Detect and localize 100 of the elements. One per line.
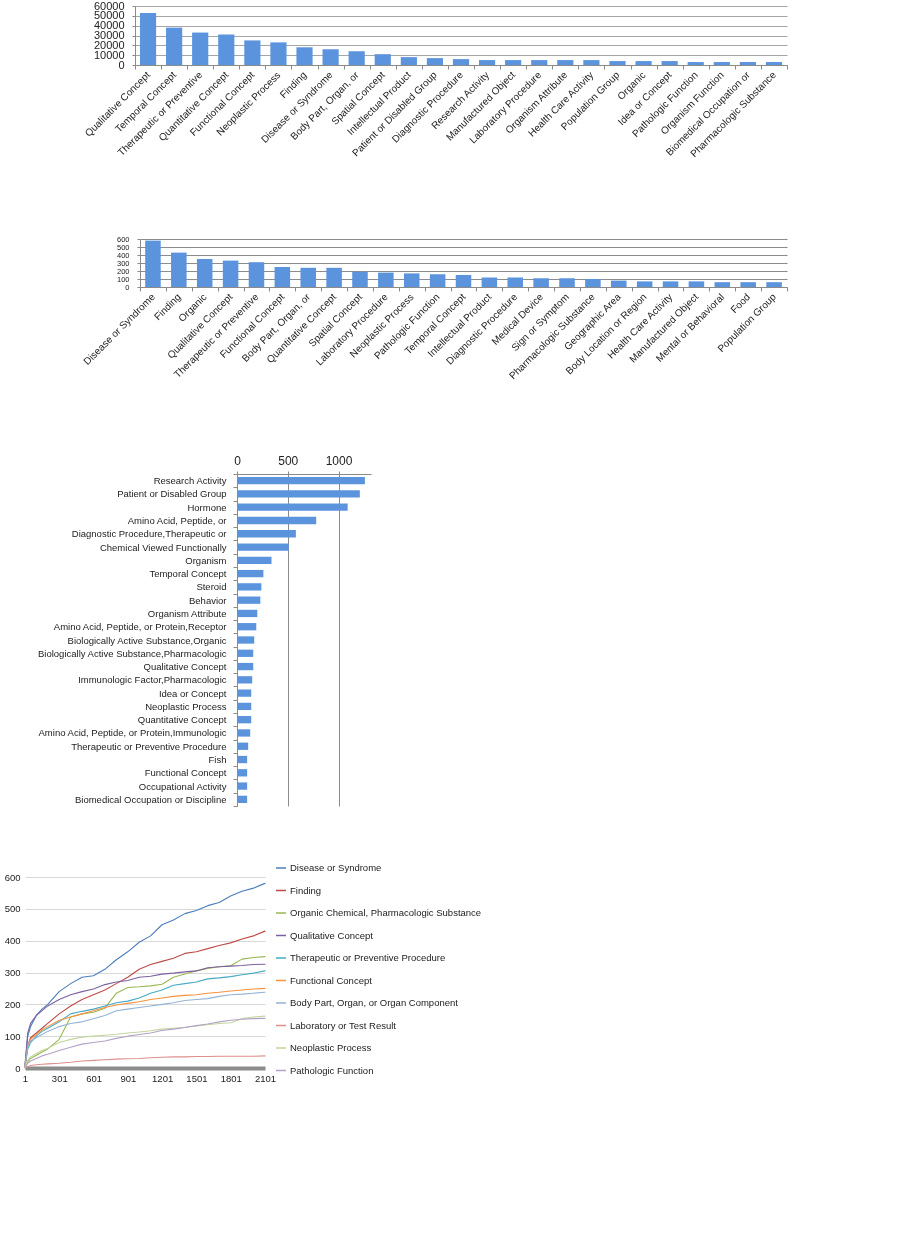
legend-label: Therapeutic or Preventive Procedure xyxy=(290,952,446,963)
bar xyxy=(237,503,348,511)
bar xyxy=(505,60,522,65)
bar xyxy=(426,58,443,65)
y-tick-label: 30000 xyxy=(93,29,125,41)
bar xyxy=(635,61,652,65)
bar xyxy=(237,543,289,551)
bar xyxy=(237,530,296,538)
bar xyxy=(237,742,249,750)
y-tick-label: Functional Concept xyxy=(144,767,227,779)
y-tick-label: Organism xyxy=(185,554,227,566)
bar xyxy=(300,267,316,287)
bar xyxy=(766,282,782,287)
bar xyxy=(237,490,360,498)
bar xyxy=(166,27,183,65)
bar xyxy=(662,281,679,287)
y-tick-label: Occupational Activity xyxy=(138,780,227,792)
y-tick-label: 0 xyxy=(118,58,125,71)
bar xyxy=(326,267,342,287)
legend-label: Body Part, Organ, or Organ Component xyxy=(290,997,459,1008)
x-tick-label: 2101 xyxy=(254,1072,277,1084)
bar xyxy=(237,769,248,777)
bar xyxy=(348,51,365,65)
bar xyxy=(739,62,756,65)
bar xyxy=(237,649,254,657)
legend-label: Qualitative Concept xyxy=(290,929,374,941)
y-tick-label: Chemical Viewed Functionally xyxy=(99,541,227,553)
bar xyxy=(237,609,258,618)
bar xyxy=(714,282,731,287)
y-tick-label: 100 xyxy=(4,1030,21,1042)
bar xyxy=(765,62,783,65)
bar xyxy=(481,277,498,287)
y-tick-label: Diagnostic Procedure,Therapeutic or xyxy=(71,528,227,540)
y-tick-label: Steroid xyxy=(196,581,227,593)
x-tick-label: 1501 xyxy=(186,1072,208,1084)
y-tick-label: Therapeutic or Preventive Procedure xyxy=(71,740,227,752)
y-tick-label: 600 xyxy=(4,871,21,883)
bar xyxy=(218,34,235,65)
bar xyxy=(609,61,626,65)
y-tick-label: Quantitative Concept xyxy=(137,714,227,726)
line-series xyxy=(24,1055,266,1069)
bar xyxy=(237,476,365,485)
line-series xyxy=(24,882,266,1067)
bar xyxy=(636,281,653,287)
bar xyxy=(661,61,678,65)
bar xyxy=(237,676,253,684)
bar xyxy=(378,272,394,287)
bar xyxy=(237,716,252,724)
bar xyxy=(583,60,600,65)
bar xyxy=(531,60,548,65)
bar xyxy=(244,40,261,65)
y-tick-label: Organism Attribute xyxy=(147,607,227,619)
y-tick-label: 10000 xyxy=(93,48,125,61)
y-tick-label: Fish xyxy=(208,754,227,766)
bar xyxy=(237,662,254,671)
bar xyxy=(237,782,248,790)
legend-label: Laboratory or Test Result xyxy=(290,1019,397,1031)
bar xyxy=(237,516,317,525)
bar xyxy=(237,583,262,591)
bar xyxy=(274,267,291,287)
legend-label: Functional Concept xyxy=(290,974,373,986)
bar xyxy=(611,280,627,287)
bar xyxy=(455,275,472,287)
x-tick-label: 1801 xyxy=(220,1072,242,1084)
bar xyxy=(713,62,730,65)
y-tick-label: Biomedical Occupation or Discipline xyxy=(74,793,227,805)
x-tick-label: 301 xyxy=(51,1072,68,1084)
y-tick-label: Behavior xyxy=(189,594,227,606)
bar xyxy=(237,623,257,631)
x-tick-label: 1201 xyxy=(152,1072,174,1084)
bar xyxy=(352,271,368,287)
bar xyxy=(237,689,252,697)
bar xyxy=(585,279,601,287)
bar xyxy=(296,47,313,65)
bar xyxy=(533,278,549,287)
y-tick-label: 200 xyxy=(4,998,21,1010)
bar xyxy=(557,60,574,65)
y-tick-label: 40000 xyxy=(93,19,125,32)
bar xyxy=(237,795,248,804)
bar xyxy=(322,49,339,65)
x-tick-label: 1 xyxy=(22,1072,29,1084)
bar xyxy=(400,57,417,65)
x-tick-label: 500 xyxy=(278,453,299,468)
y-tick-label: Biologically Active Substance,Pharmacologic xyxy=(37,647,227,659)
bar xyxy=(688,281,705,287)
bar xyxy=(403,273,420,287)
y-tick-label: 400 xyxy=(4,935,21,947)
y-tick-label: Immunologic Factor,Pharmacologic xyxy=(78,674,227,686)
y-tick-label: 20000 xyxy=(93,38,125,51)
bar xyxy=(237,556,272,564)
bar xyxy=(452,59,470,65)
bar xyxy=(429,274,446,287)
legend-label: Finding xyxy=(290,884,322,896)
bar xyxy=(270,42,287,65)
y-tick-label: 50000 xyxy=(93,9,125,22)
bar xyxy=(248,262,265,287)
y-tick-label: Idea or Concept xyxy=(158,687,227,699)
y-tick-label: Patient or Disabled Group xyxy=(117,488,227,500)
y-tick-label: 500 xyxy=(4,903,21,915)
x-tick-label: 601 xyxy=(86,1072,102,1084)
